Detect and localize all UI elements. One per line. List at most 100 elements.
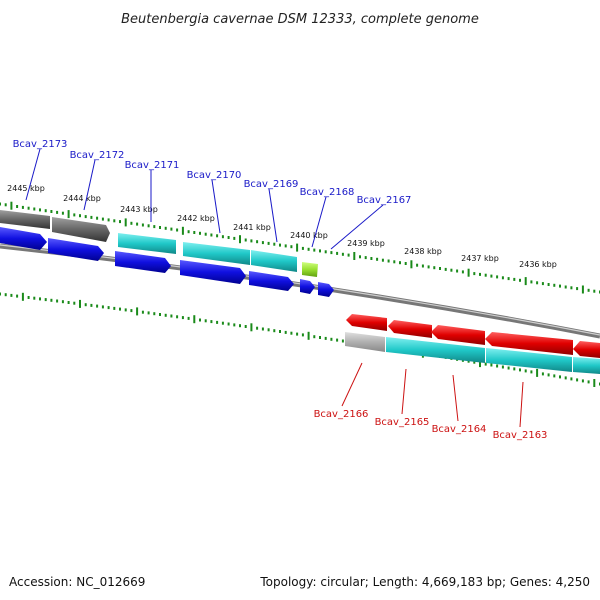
minor-tick [250, 239, 253, 243]
minor-tick [404, 262, 407, 265]
minor-tick [261, 327, 264, 331]
minor-tick [216, 320, 219, 324]
minor-tick [421, 264, 424, 268]
minor-tick [27, 296, 30, 299]
minor-tick [416, 263, 419, 267]
major-tick [353, 252, 356, 260]
outer-tick-track [0, 201, 600, 294]
kbp-label: 2437 kbp [461, 254, 499, 263]
cyan-cds [386, 337, 485, 363]
minor-tick [336, 251, 339, 255]
minor-tick [244, 325, 247, 328]
minor-tick [61, 211, 64, 215]
leader-line [401, 368, 407, 415]
gene-label-bcav-2169[interactable]: Bcav_2169 [244, 179, 299, 190]
cyan-cds [118, 233, 176, 254]
gene-label-bcav-2166[interactable]: Bcav_2166 [314, 409, 369, 420]
major-tick [193, 315, 196, 324]
bottom-gene-labels: Bcav_2166 Bcav_2165 Bcav_2164 Bcav_2163 [314, 409, 548, 441]
major-tick [467, 268, 470, 277]
minor-tick [284, 330, 287, 334]
gene-label-bcav-2163[interactable]: Bcav_2163 [493, 430, 548, 441]
minor-tick [119, 307, 121, 311]
minor-tick [564, 376, 567, 380]
minor-tick [170, 314, 173, 318]
minor-tick [56, 299, 59, 303]
minor-tick [27, 206, 30, 210]
genome-title: Beutenbergia cavernae DSM 12333, complet… [121, 12, 479, 27]
minor-tick [456, 269, 459, 273]
reverse-gene [573, 341, 600, 358]
accession-text: Accession: NC_012669 [9, 575, 145, 589]
minor-tick [507, 277, 510, 281]
minor-tick [547, 373, 550, 377]
minor-tick [84, 215, 87, 219]
light-gray-feature [345, 332, 385, 352]
forward-gene [249, 271, 294, 291]
minor-tick [450, 268, 453, 272]
gene-label-bcav-2165[interactable]: Bcav_2165 [375, 417, 430, 428]
minor-tick [199, 231, 201, 235]
major-tick [307, 331, 310, 340]
minor-tick [199, 318, 201, 322]
minor-tick [61, 300, 64, 304]
cyan-cds [573, 357, 600, 374]
gene-label-bcav-2170[interactable]: Bcav_2170 [187, 170, 242, 181]
reverse-gene [485, 332, 573, 355]
minor-tick [461, 270, 464, 274]
gene-label-bcav-2168[interactable]: Bcav_2168 [300, 187, 355, 198]
kbp-label: 2439 kbp [347, 239, 385, 248]
minor-tick [33, 296, 36, 300]
minor-tick [381, 258, 384, 262]
kbp-label: 2436 kbp [519, 260, 557, 269]
minor-tick [559, 284, 561, 288]
minor-tick [204, 232, 207, 236]
minor-tick [541, 372, 544, 376]
minor-tick [176, 315, 179, 319]
minor-tick [113, 219, 116, 223]
minor-tick [39, 208, 41, 212]
major-tick [181, 226, 184, 235]
major-tick [410, 260, 413, 269]
leader-line [452, 374, 459, 422]
minor-tick [484, 362, 487, 366]
minor-tick [301, 246, 304, 250]
minor-tick [524, 369, 527, 373]
minor-tick [313, 248, 316, 252]
major-tick [10, 201, 13, 210]
forward-gene [48, 238, 104, 261]
gene-label-bcav-2172[interactable]: Bcav_2172 [70, 150, 125, 161]
gene-label-bcav-2173[interactable]: Bcav_2173 [13, 139, 68, 150]
minor-tick [21, 205, 24, 209]
kbp-label: 2440 kbp [290, 231, 328, 240]
minor-tick [490, 363, 493, 367]
minor-tick [313, 335, 316, 339]
minor-tick [570, 377, 573, 381]
minor-tick [593, 289, 596, 293]
minor-tick [267, 328, 270, 332]
gene-label-bcav-2164[interactable]: Bcav_2164 [432, 424, 487, 435]
minor-tick [147, 224, 150, 228]
minor-tick [501, 276, 504, 280]
minor-tick [570, 286, 573, 290]
major-tick [296, 243, 299, 252]
major-tick [593, 379, 596, 387]
major-tick [581, 285, 584, 294]
minor-tick [519, 278, 521, 282]
minor-tick [564, 285, 567, 289]
minor-tick [4, 203, 7, 207]
minor-tick [153, 312, 156, 316]
gene-label-bcav-2167[interactable]: Bcav_2167 [357, 195, 412, 206]
minor-tick [301, 333, 304, 337]
leader-line [83, 159, 96, 211]
minor-tick [507, 366, 510, 370]
kbp-label: 2445 kbp [7, 184, 45, 193]
top-gene-labels: Bcav_2173 Bcav_2172 Bcav_2171 Bcav_2170 … [13, 139, 412, 206]
minor-tick [221, 321, 224, 325]
gene-label-bcav-2171[interactable]: Bcav_2171 [125, 160, 180, 171]
minor-tick [347, 253, 350, 257]
leader-line [268, 188, 278, 243]
minor-tick [587, 288, 590, 292]
forward-gene-track [0, 227, 334, 297]
minor-tick [10, 293, 13, 297]
